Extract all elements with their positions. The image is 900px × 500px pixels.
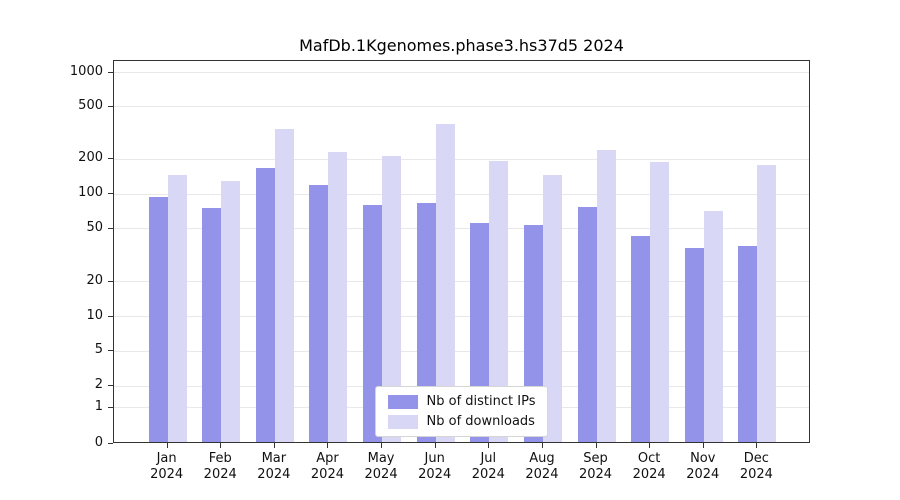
y-tick-label: 1000 [69,63,103,79]
y-tick-label: 500 [78,97,103,113]
y-tick-mark [108,385,113,386]
bar-downloads [489,160,509,442]
plot-area: Nb of distinct IPs Nb of downloads [113,60,810,443]
bar-downloads [757,164,777,442]
x-tick-label: May 2024 [364,451,398,482]
x-tick-mark [756,443,758,448]
bar-distinct-ips [577,207,597,442]
gridline [114,106,809,108]
gridline [114,158,809,160]
bar-downloads [221,180,241,442]
gridline [114,193,809,195]
x-tick-label: Apr 2024 [310,451,344,482]
x-tick-label: Sep 2024 [578,451,613,482]
y-tick-mark [108,315,113,317]
y-tick-mark [108,71,113,73]
y-tick-label: 2 [94,377,103,392]
gridline [114,72,809,74]
x-tick-label: Aug 2024 [525,451,559,482]
bar-downloads [167,175,187,442]
bar-downloads [274,128,294,442]
y-tick-mark [108,193,113,195]
bar-downloads [435,123,455,442]
legend-label-distinct-ips: Nb of distinct IPs [426,394,536,409]
x-tick-label: Feb 2024 [203,451,237,482]
bar-downloads [596,150,616,442]
x-tick-mark [595,443,597,448]
x-tick-label: Jun 2024 [418,451,452,482]
y-tick-label: 1 [94,398,103,414]
x-tick-mark [381,443,383,448]
chart-title: MafDb.1Kgenomes.phase3.hs37d5 2024 [299,36,624,55]
x-tick-mark [488,443,490,448]
x-tick-mark [541,443,543,448]
bar-distinct-ips [202,207,222,442]
x-tick-label: Jan 2024 [150,451,184,482]
x-tick-mark [434,443,436,448]
y-tick-mark [108,350,113,351]
bar-distinct-ips [631,235,651,442]
legend: Nb of distinct IPs Nb of downloads [374,386,549,437]
bar-downloads [650,162,670,442]
y-tick-mark [108,158,113,159]
y-tick-mark [108,406,113,408]
bar-distinct-ips [255,168,275,442]
gridline [114,228,809,230]
bar-downloads [703,211,723,442]
y-tick-label: 10 [86,307,103,323]
x-tick-mark [649,443,651,448]
legend-swatch-distinct-ips [387,394,418,409]
y-tick-label: 20 [86,272,103,288]
x-tick-label: Dec 2024 [739,451,773,482]
y-tick-label: 50 [86,219,103,235]
legend-label-downloads: Nb of downloads [426,414,535,429]
legend-item-distinct-ips: Nb of distinct IPs [387,394,536,409]
legend-item-downloads: Nb of downloads [387,414,536,429]
y-tick-mark [108,443,113,444]
x-tick-label: Jul 2024 [471,451,505,482]
bar-distinct-ips [309,184,329,442]
legend-swatch-downloads [387,414,418,429]
x-tick-mark [166,443,168,448]
bar-downloads [382,156,402,442]
y-tick-mark [108,280,113,282]
x-tick-mark [327,443,329,448]
gridline [114,316,809,318]
gridline [114,281,809,283]
bar-distinct-ips [148,197,168,442]
bar-distinct-ips [416,203,436,442]
bar-downloads [542,175,562,442]
y-tick-mark [108,105,113,107]
y-tick-label: 100 [78,185,103,201]
y-tick-label: 0 [94,435,103,450]
y-tick-mark [108,227,113,229]
x-tick-mark [273,443,275,448]
x-tick-mark [702,443,704,448]
x-tick-label: Mar 2024 [257,451,291,482]
y-tick-label: 5 [94,342,103,357]
bar-distinct-ips [684,247,704,442]
bar-downloads [328,151,348,442]
bar-distinct-ips [738,246,758,442]
x-tick-label: Oct 2024 [632,451,666,482]
x-tick-label: Nov 2024 [686,451,720,482]
gridline [114,350,809,352]
x-tick-mark [220,443,222,448]
y-tick-label: 200 [78,150,103,165]
bar-distinct-ips [363,204,383,442]
